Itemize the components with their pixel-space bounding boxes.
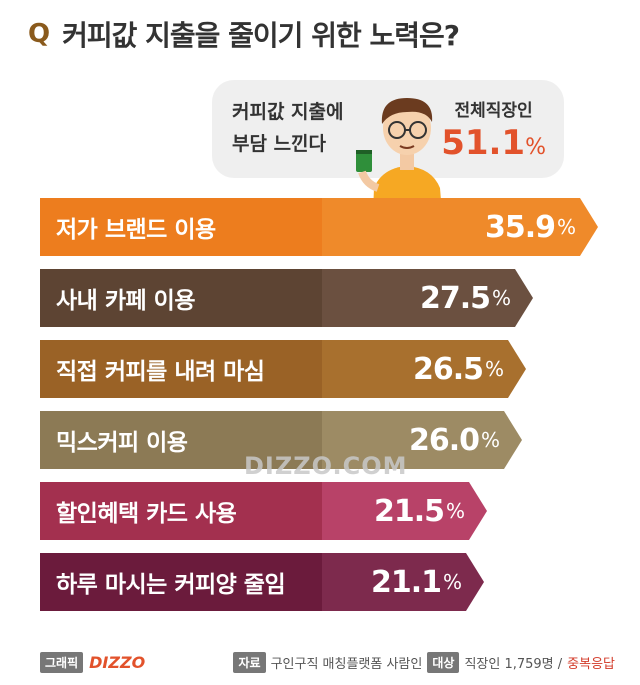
bar-shape (322, 340, 526, 398)
bar-value-unit: % (492, 286, 511, 310)
bar-category-label: 믹스커피 이용 (40, 411, 322, 469)
bar-shape (322, 198, 598, 256)
bar (322, 198, 598, 256)
bar-category-label: 직접 커피를 내려 마심 (40, 340, 322, 398)
bar-value-label: 21.5% (374, 482, 465, 540)
duplicate-note: 중복응답 (567, 657, 615, 672)
bar-value-label: 26.0% (409, 411, 500, 469)
bar-value-label: 26.5% (413, 340, 504, 398)
source-tag: 자료 (233, 652, 266, 673)
callout-line-2: 부담 느낀다 (232, 133, 327, 155)
bar-value-label: 35.9% (485, 198, 576, 256)
question-mark: Q (28, 19, 51, 49)
question-title: Q 커피값 지출을 줄이기 위한 노력은? (28, 14, 460, 54)
bar-shape (322, 411, 522, 469)
bar-value-label: 27.5% (420, 269, 511, 327)
bar-shape (322, 482, 487, 540)
bar-value-number: 21.1 (371, 564, 442, 600)
bar (322, 269, 533, 327)
callout-bubble: 커피값 지출에 부담 느낀다 전체직장인 51.1% (212, 80, 564, 178)
target-text: 직장인 1,759명 / (464, 657, 563, 672)
bar (322, 482, 487, 540)
source-text: 구인구직 매칭플랫폼 사람인 (270, 657, 423, 672)
bar-shape (322, 269, 533, 327)
bar-value-number: 27.5 (420, 280, 491, 316)
callout-unit: % (525, 135, 546, 160)
bar-value-unit: % (443, 570, 462, 594)
footer-credit: 그래픽 DIZZO (40, 652, 145, 673)
bar-value-unit: % (485, 357, 504, 381)
callout-value: 51.1% (441, 123, 546, 163)
bar-category-label: 저가 브랜드 이용 (40, 198, 322, 256)
bar-value-number: 26.0 (409, 422, 480, 458)
callout-statement: 커피값 지출에 부담 느낀다 (232, 96, 372, 160)
callout-line-1: 커피값 지출에 (232, 101, 344, 123)
footer: 그래픽 DIZZO 자료 구인구직 매칭플랫폼 사람인 대상 직장인 1,759… (40, 652, 615, 676)
bar-category-label: 하루 마시는 커피양 줄임 (40, 553, 322, 611)
bar (322, 411, 522, 469)
watermark: DIZZO.COM (244, 452, 408, 480)
bar-value-unit: % (481, 428, 500, 452)
bar-value-unit: % (557, 215, 576, 239)
bar-value-number: 26.5 (413, 351, 484, 387)
bar (322, 553, 484, 611)
target-tag: 대상 (427, 652, 460, 673)
bar-category-label: 할인혜택 카드 사용 (40, 482, 322, 540)
bar-value-number: 35.9 (485, 209, 556, 245)
bar-value-number: 21.5 (374, 493, 445, 529)
bar-shape (322, 553, 484, 611)
graphic-tag: 그래픽 (40, 652, 84, 673)
callout-group: 전체직장인 (454, 101, 533, 121)
brand-logo: DIZZO (89, 653, 146, 672)
bar-category-label: 사내 카페 이용 (40, 269, 322, 327)
callout-stat: 전체직장인 51.1% (441, 96, 546, 163)
bar (322, 340, 526, 398)
footer-source: 자료 구인구직 매칭플랫폼 사람인 대상 직장인 1,759명 / 중복응답 (233, 652, 615, 673)
bar-value-label: 21.1% (371, 553, 462, 611)
title-text: 커피값 지출을 줄이기 위한 노력은? (62, 19, 460, 52)
callout-number: 51.1 (441, 123, 526, 163)
bar-value-unit: % (446, 499, 465, 523)
